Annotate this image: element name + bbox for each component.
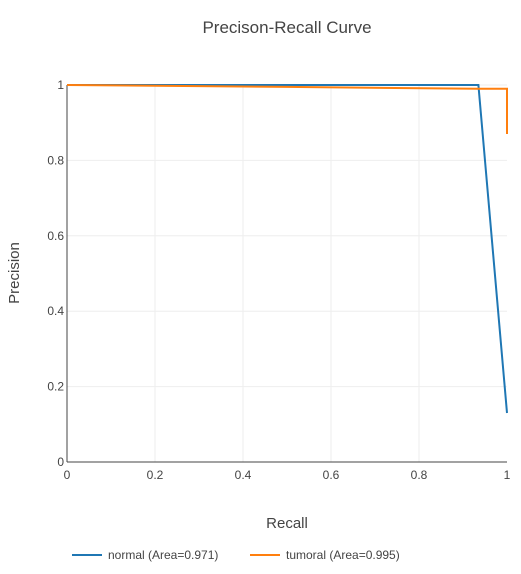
y-tick-label: 0.2 (47, 380, 64, 394)
axes (66, 85, 507, 463)
y-tick-label: 0.8 (47, 153, 64, 167)
x-tick-label: 0.6 (323, 468, 340, 482)
y-axis-title: Precision (6, 242, 23, 304)
legend-item-1[interactable]: tumoral (Area=0.995) (250, 548, 400, 562)
legend[interactable]: normal (Area=0.971) tumoral (Area=0.995) (72, 548, 400, 562)
legend-label: tumoral (Area=0.995) (286, 548, 400, 562)
grid (67, 84, 507, 462)
series (66, 84, 508, 414)
x-tick-label: 0.8 (411, 468, 428, 482)
x-tick-label: 0.2 (147, 468, 164, 482)
y-tick-label: 0 (57, 455, 64, 469)
series-line-1 (66, 84, 508, 134)
y-ticks: 0 0.2 0.4 0.6 0.8 1 (47, 78, 64, 469)
x-tick-label: 0 (64, 468, 71, 482)
y-tick-label: 0.4 (47, 304, 64, 318)
y-tick-label: 1 (57, 78, 64, 92)
series-line-0 (67, 84, 508, 414)
x-tick-label: 1 (504, 468, 511, 482)
y-tick-label: 0.6 (47, 229, 64, 243)
x-ticks: 0 0.2 0.4 0.6 0.8 1 (64, 468, 511, 482)
chart-title: Precison-Recall Curve (202, 18, 371, 37)
legend-label: normal (Area=0.971) (108, 548, 218, 562)
x-axis-title: Recall (266, 515, 308, 532)
x-tick-label: 0.4 (235, 468, 252, 482)
legend-item-0[interactable]: normal (Area=0.971) (72, 548, 218, 562)
